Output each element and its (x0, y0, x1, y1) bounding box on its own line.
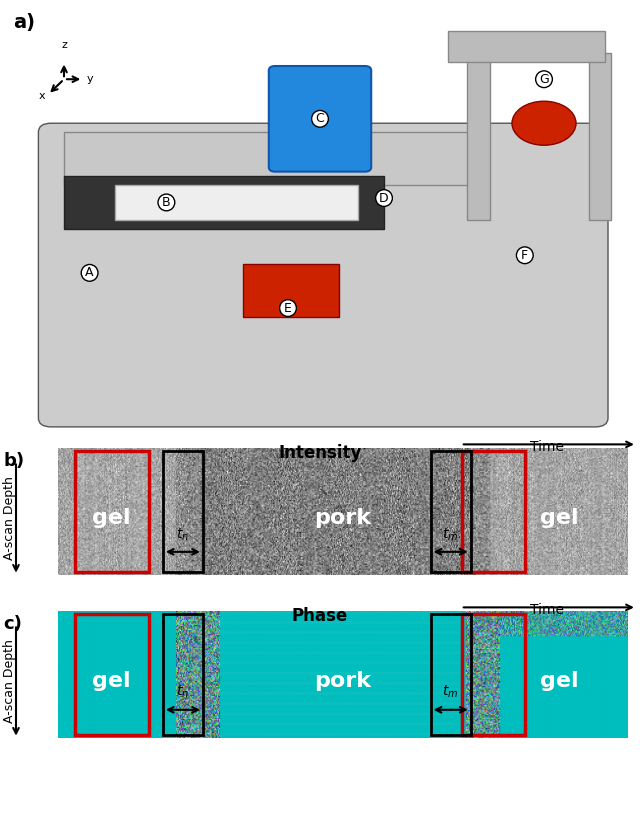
Bar (163, 614, 203, 735)
Text: $t_n$: $t_n$ (177, 526, 189, 543)
Text: z: z (61, 41, 67, 51)
Text: pork: pork (314, 671, 371, 691)
Text: Intensity: Intensity (278, 444, 362, 462)
Text: F: F (521, 249, 529, 262)
FancyBboxPatch shape (64, 176, 384, 229)
FancyBboxPatch shape (467, 53, 490, 220)
FancyBboxPatch shape (269, 66, 371, 172)
Text: Time: Time (530, 440, 564, 454)
FancyBboxPatch shape (38, 123, 608, 427)
Bar (431, 614, 470, 735)
Text: b): b) (3, 452, 24, 469)
Text: c): c) (3, 615, 22, 632)
Text: gel: gel (540, 508, 578, 528)
Text: $t_m$: $t_m$ (442, 526, 459, 543)
Text: G: G (539, 73, 549, 86)
Text: A-scan Depth: A-scan Depth (3, 640, 16, 724)
FancyBboxPatch shape (64, 132, 480, 185)
FancyBboxPatch shape (243, 264, 339, 317)
FancyBboxPatch shape (448, 31, 605, 62)
Text: a): a) (13, 13, 35, 33)
Text: gel: gel (92, 508, 131, 528)
Text: B: B (162, 196, 171, 209)
Text: D: D (379, 192, 389, 205)
Text: pork: pork (314, 508, 371, 528)
Circle shape (512, 101, 576, 145)
Text: gel: gel (540, 671, 578, 691)
Text: A-scan Depth: A-scan Depth (3, 477, 16, 561)
Bar (163, 451, 203, 572)
Bar (75, 614, 148, 735)
Text: $t_n$: $t_n$ (177, 683, 189, 699)
FancyBboxPatch shape (115, 185, 358, 220)
Text: $t_m$: $t_m$ (442, 683, 459, 699)
Text: Phase: Phase (292, 607, 348, 625)
Text: gel: gel (92, 671, 131, 691)
Bar (431, 451, 470, 572)
Bar (462, 614, 525, 735)
Text: E: E (284, 302, 292, 315)
Text: y: y (86, 74, 93, 84)
Bar (75, 451, 148, 572)
Text: C: C (316, 112, 324, 126)
Text: Time: Time (530, 603, 564, 617)
Text: A: A (85, 267, 94, 280)
FancyBboxPatch shape (589, 53, 611, 220)
Text: x: x (38, 91, 45, 101)
Bar (462, 451, 525, 572)
